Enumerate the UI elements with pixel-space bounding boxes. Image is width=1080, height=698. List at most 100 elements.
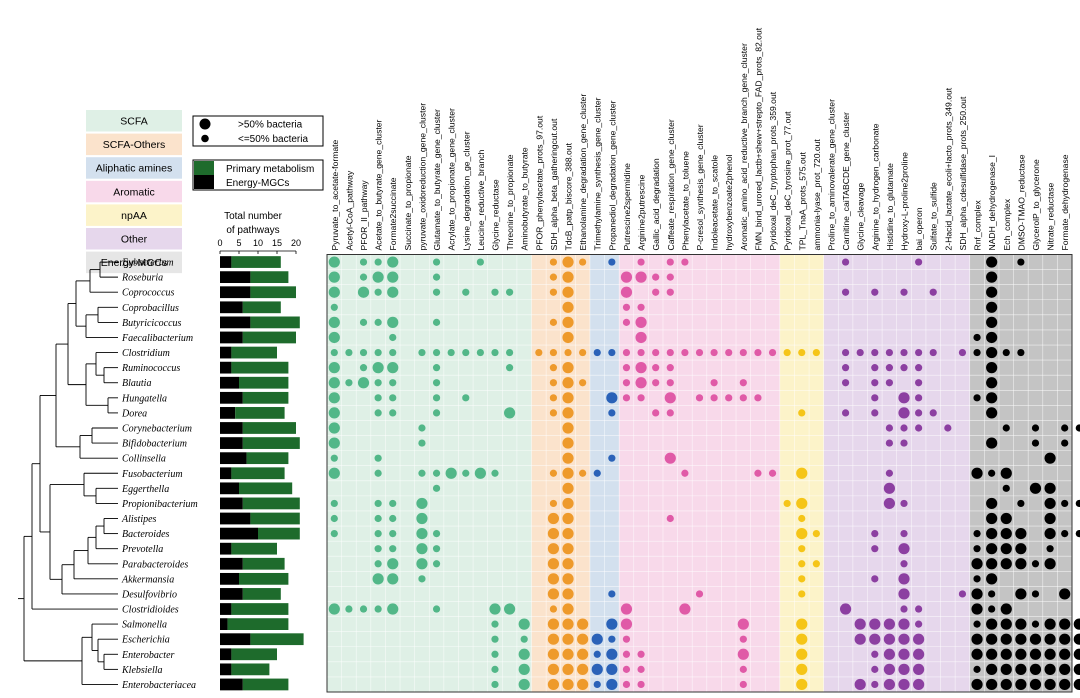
- dot-16-6: [416, 497, 428, 510]
- taxon-label-7: Ruminococcus: [121, 363, 180, 374]
- dot-17-32: [798, 514, 806, 523]
- pathway-label-33: ammonia-lyase_prot_720.out: [812, 139, 822, 251]
- bar-axis-title-2: of pathways: [226, 225, 279, 236]
- bar-energy-11: [220, 422, 243, 434]
- dot-8-23: [666, 379, 674, 387]
- dot-17-3: [374, 514, 382, 523]
- dot-27-47: [1015, 663, 1027, 675]
- dot-10-12: [503, 407, 516, 419]
- pathway-label-29: FMN_bind_urored_lactb+shew+strepto_FAD_p…: [753, 27, 763, 250]
- dot-26-38: [883, 648, 896, 660]
- dot-25-17: [577, 633, 589, 645]
- bar-primary-0: [231, 256, 281, 268]
- dot-0-7: [432, 258, 441, 266]
- dot-16-0: [330, 499, 338, 508]
- dot-17-15: [547, 512, 560, 525]
- dot-20-15: [547, 558, 560, 570]
- dot-23-2: [359, 605, 368, 613]
- dot-28-28: [739, 680, 747, 689]
- dot-17-4: [389, 514, 397, 523]
- dot-27-50: [1059, 663, 1071, 675]
- dot-28-38: [883, 678, 896, 691]
- dot-10-40: [915, 409, 923, 417]
- dot-22-43: [958, 590, 967, 598]
- dot-22-50: [1059, 588, 1071, 600]
- dot-19-46: [1000, 543, 1012, 555]
- taxa-labels: Eubacterium Roseburia Coprococcus Coprobaci…: [121, 258, 198, 691]
- dot-2-41: [929, 288, 937, 296]
- dot-2-35: [841, 288, 850, 296]
- dot-25-28: [739, 635, 747, 643]
- dot-17-6: [416, 512, 428, 525]
- dot-7-39: [900, 364, 908, 372]
- dot-24-47: [1015, 618, 1027, 630]
- dot-13-49: [1044, 452, 1056, 464]
- dot-6-40: [915, 348, 923, 357]
- dot-18-39: [900, 529, 908, 538]
- dot-6-24: [681, 348, 689, 357]
- dot-14-0: [328, 467, 340, 479]
- dot-5-44: [973, 333, 981, 342]
- dot-28-18: [593, 680, 601, 689]
- dot-5-4: [389, 333, 397, 342]
- dot-24-46: [1000, 618, 1012, 630]
- dot-6-23: [666, 348, 674, 357]
- bar-energy-2: [220, 286, 251, 299]
- bar-energy-13: [220, 452, 247, 465]
- dot-18-16: [562, 527, 574, 540]
- legend-label-0: SCFA: [120, 116, 147, 128]
- dot-24-16: [562, 618, 574, 630]
- dot-23-35: [839, 603, 852, 615]
- taxon-label-10: Dorea: [121, 408, 147, 419]
- taxon-label-0: Eubacterium: [121, 258, 174, 269]
- dot-0-23: [666, 258, 674, 266]
- dot-0-16: [562, 256, 574, 268]
- dot-25-44: [971, 633, 983, 645]
- dot-4-21: [635, 316, 647, 328]
- pathway-label-37: Arginine_to_hydrogen_carbonate: [870, 123, 880, 250]
- dot-4-20: [622, 318, 631, 326]
- dot-0-45: [986, 256, 998, 268]
- dot-11-0: [328, 422, 340, 434]
- dot-16-50: [1061, 499, 1069, 508]
- dot-7-15: [549, 364, 558, 372]
- bar-energy-26: [220, 648, 232, 661]
- dot-13-0: [330, 454, 338, 462]
- dot-26-46: [1000, 648, 1012, 660]
- dot-0-3: [374, 258, 382, 266]
- dot-19-4: [389, 545, 397, 553]
- dot-23-46: [1000, 603, 1012, 615]
- pathway-label-35: Carnitine_caiTABCDE_gene_cluster: [841, 112, 851, 251]
- dot-6-0: [330, 348, 338, 357]
- dot-28-50: [1059, 678, 1071, 691]
- dot-10-3: [374, 409, 382, 417]
- taxon-label-4: Butyricicoccus: [122, 318, 182, 329]
- dot-4-3: [374, 318, 382, 326]
- bar-energy-23: [220, 603, 232, 615]
- dot-27-21: [637, 665, 645, 673]
- dot-17-23: [666, 514, 674, 523]
- pathway-label-50: Formate_dehydrogenase: [1060, 154, 1070, 250]
- dot-8-15: [549, 379, 558, 387]
- pathway-label-28: Aromatic_amino_acid_reductive_branch_gen…: [739, 43, 749, 250]
- dot-27-46: [1000, 663, 1012, 675]
- dot-24-49: [1044, 618, 1056, 630]
- dot-9-40: [915, 394, 923, 402]
- dot-2-22: [652, 288, 660, 296]
- dot-10-39: [898, 407, 910, 419]
- dot-1-16: [562, 271, 574, 283]
- dot-7-22: [652, 364, 660, 372]
- dot-8-40: [915, 379, 923, 387]
- bar-energy-22: [220, 588, 243, 600]
- dot-6-44: [973, 348, 981, 357]
- dot-16-16: [562, 497, 574, 510]
- dot-2-9: [462, 288, 470, 296]
- dot-0-17: [579, 258, 587, 266]
- bar-energy-19: [220, 542, 232, 555]
- bar-primary-16: [242, 497, 300, 510]
- bar-energy-0: [220, 256, 232, 268]
- bar-primary-14: [231, 467, 285, 480]
- dot-25-13: [520, 635, 528, 643]
- dot-28-19: [606, 678, 618, 691]
- pathway-label-15: SDH_alpha_beta_gatheringcut.out: [549, 118, 559, 250]
